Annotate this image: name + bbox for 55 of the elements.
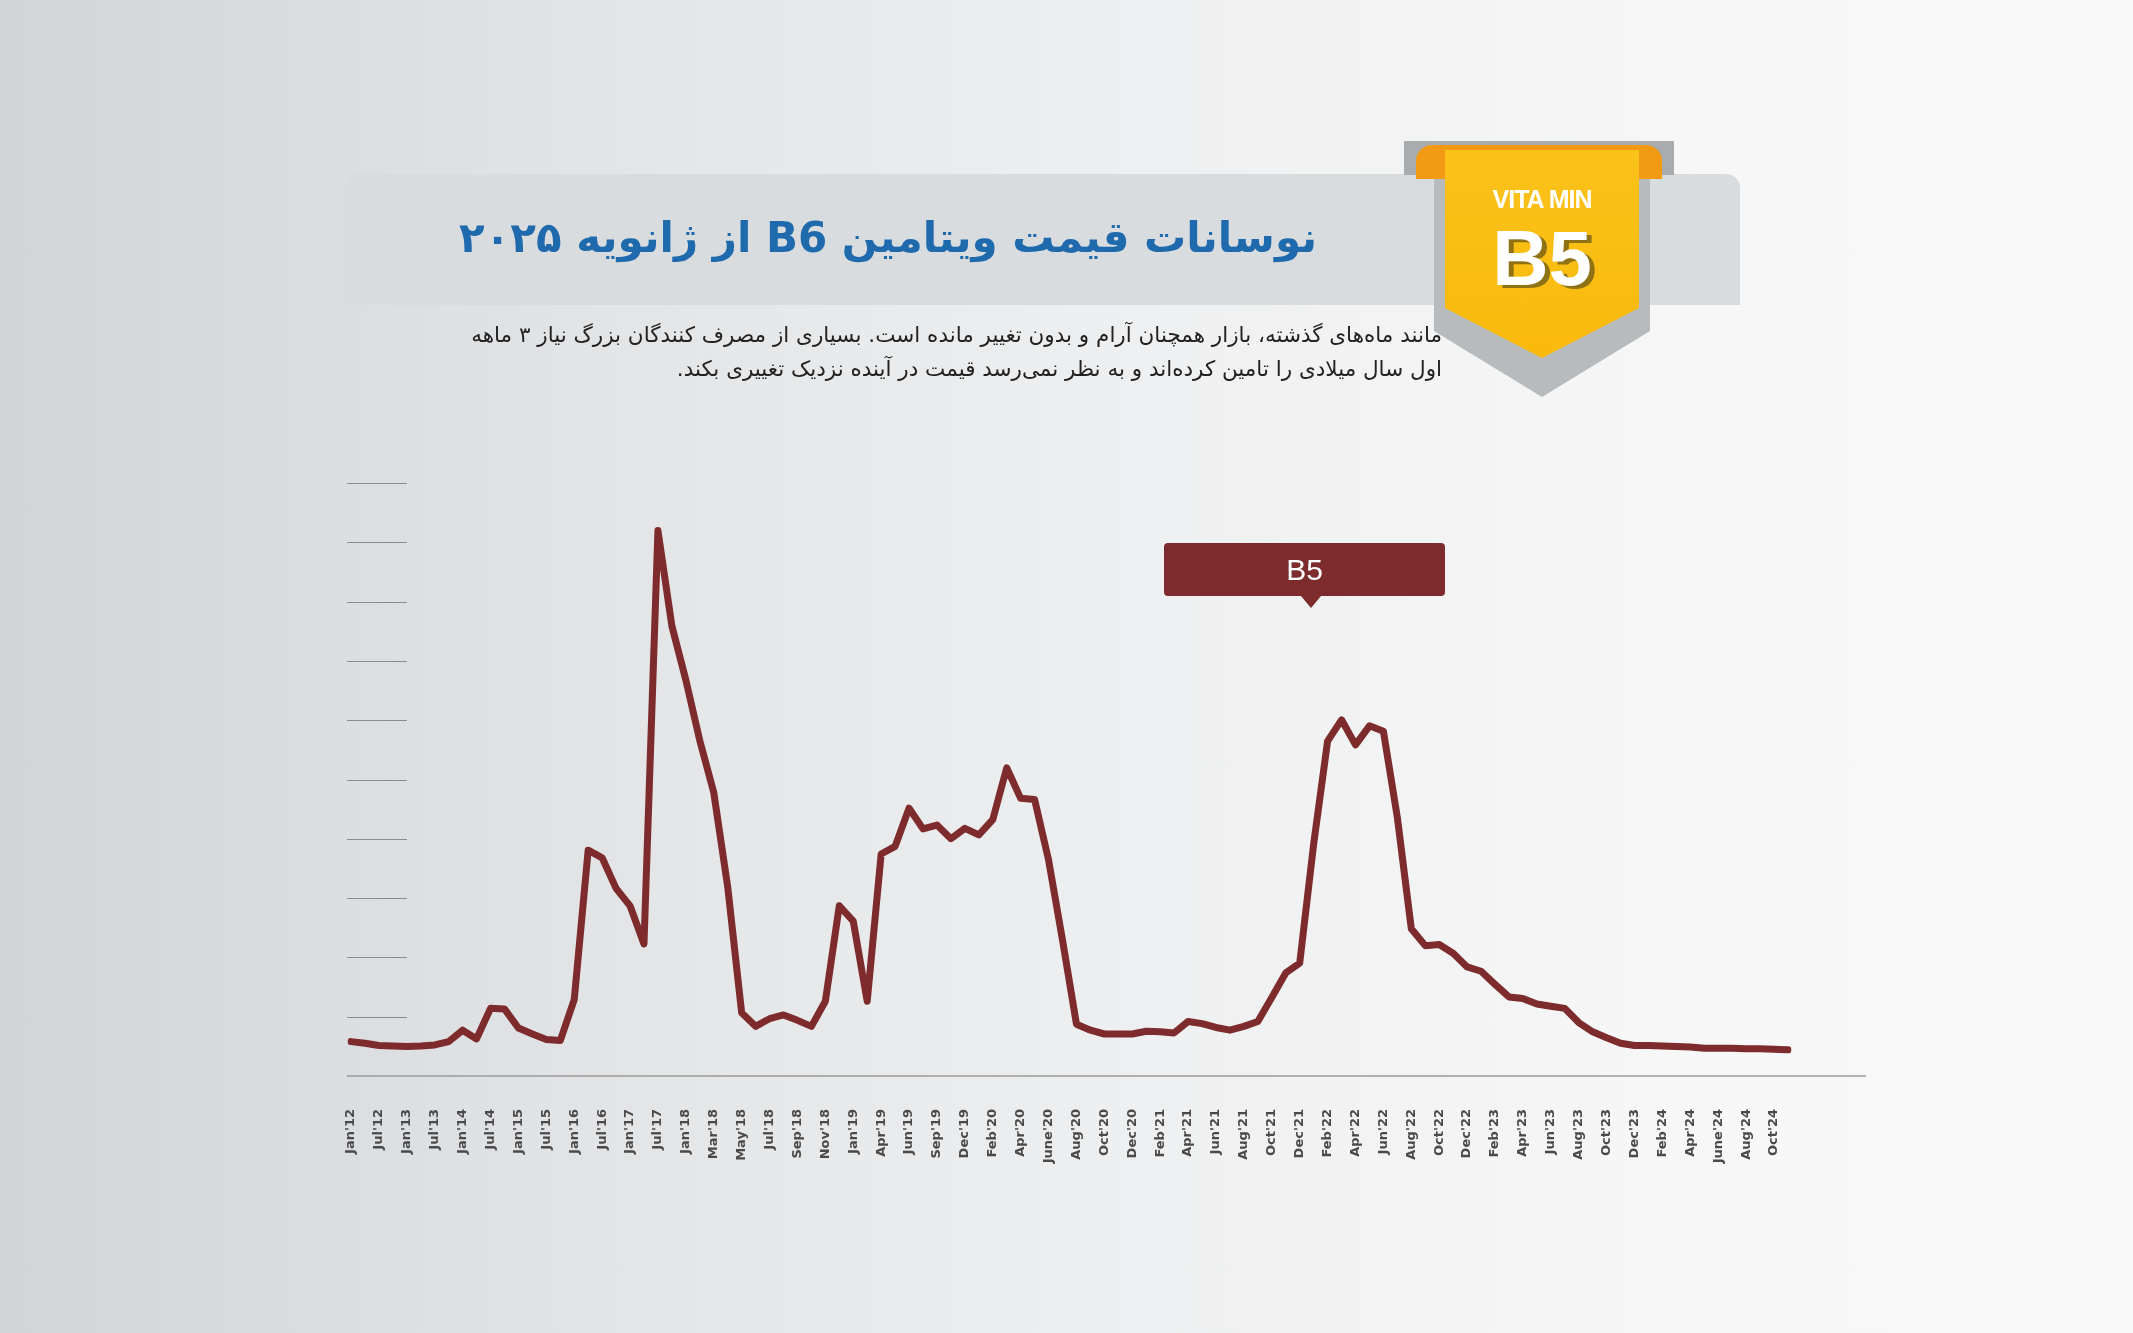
x-tick-label: Sep'18 [788, 1109, 804, 1159]
x-tick-label: Jan'18 [677, 1109, 693, 1155]
x-tick-label: Jun'22 [1374, 1109, 1390, 1156]
x-tick-label: Apr'24 [1681, 1109, 1697, 1157]
x-tick-label: Apr'19 [872, 1109, 888, 1157]
x-tick-label: Dec'23 [1625, 1109, 1641, 1159]
x-tick-label: Aug'21 [1235, 1109, 1251, 1160]
x-tick-label: Nov'18 [816, 1109, 832, 1160]
x-tick-label: Feb'21 [1151, 1109, 1167, 1158]
chart-title: نوسانات قیمت ویتامین B6 از ژانویه ۲۰۲۵ [459, 212, 1317, 265]
x-tick-label: Aug'20 [1067, 1109, 1083, 1160]
x-tick-label: Oct'21 [1263, 1109, 1279, 1157]
x-tick-label: Dec'22 [1458, 1109, 1474, 1159]
x-tick-label: Jun'23 [1542, 1109, 1558, 1156]
x-tick-label: Apr'21 [1179, 1109, 1195, 1157]
x-tick-label: Dec'19 [956, 1109, 972, 1159]
x-tick-label: Jan'14 [453, 1109, 469, 1155]
x-tick-label: Jul'16 [593, 1109, 609, 1151]
x-tick-label: Jul'18 [760, 1109, 776, 1151]
x-tick-label: Jan'16 [565, 1109, 581, 1155]
x-tick-label: Jan'15 [509, 1109, 525, 1155]
x-tick-label: Jul'14 [481, 1109, 497, 1151]
x-tick-label: June'20 [1039, 1109, 1055, 1165]
x-tick-label: Mar'18 [705, 1109, 721, 1160]
x-tick-label: Aug'24 [1737, 1109, 1753, 1160]
chart-subtitle: مانند ماه‌های گذشته، بازار همچنان آرام و بدون تغییر مانده است. بسیاری از مصرف کنندگان بزرگ نیاز ۳ ماهه اول سال میلادی را تامین کرده‌اند و به نظر نمی‌رسد قیمت در آینده نزدیک تغییری بکند. [470, 321, 1442, 383]
x-tick-label: Jul'17 [649, 1109, 665, 1151]
x-tick-label: Feb'22 [1318, 1109, 1334, 1158]
x-tick-label: Jan'17 [621, 1109, 637, 1155]
x-tick-label: Dec'20 [1123, 1109, 1139, 1159]
x-tick-label: Jan'13 [398, 1109, 414, 1155]
x-tick-label: Jun'21 [1207, 1109, 1223, 1156]
x-tick-label: Jul'13 [426, 1109, 442, 1151]
x-tick-label: Dec'21 [1291, 1109, 1307, 1159]
x-tick-label: Jul'15 [537, 1109, 553, 1151]
x-tick-label: Sep'19 [928, 1109, 944, 1159]
x-tick-label: Jul'12 [370, 1109, 386, 1151]
x-tick-label: Jan'12 [342, 1109, 358, 1155]
text: B5 [1164, 543, 1445, 596]
x-tick-label: Aug'22 [1402, 1109, 1418, 1160]
x-tick-label: June'24 [1709, 1109, 1725, 1165]
x-tick-label: Apr'20 [1012, 1109, 1028, 1157]
x-tick-label: Apr'22 [1346, 1109, 1362, 1157]
x-tick-label: Apr'23 [1514, 1109, 1530, 1157]
x-tick-label: Aug'23 [1570, 1109, 1586, 1160]
x-tick-label: Oct'24 [1765, 1109, 1781, 1157]
x-tick-label: Jun'19 [900, 1109, 916, 1156]
x-tick-label: Oct'22 [1430, 1109, 1446, 1157]
x-tick-label: Jan'19 [844, 1109, 860, 1155]
x-tick-label: Oct'23 [1598, 1109, 1614, 1157]
x-tick-label: Feb'24 [1653, 1109, 1669, 1158]
x-tick-label: Feb'20 [984, 1109, 1000, 1158]
x-tick-label: May'18 [733, 1109, 749, 1161]
x-tick-label: Oct'20 [1095, 1109, 1111, 1157]
x-tick-label: Feb'23 [1486, 1109, 1502, 1158]
